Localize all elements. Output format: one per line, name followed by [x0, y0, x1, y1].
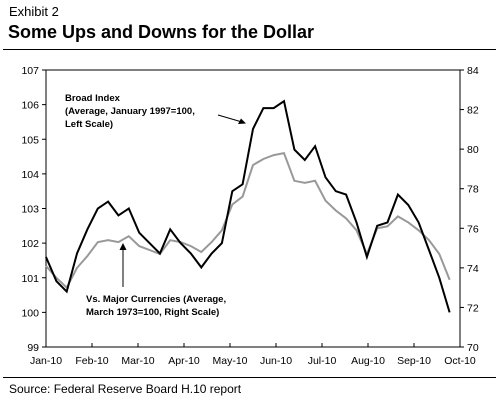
x-tick-label: Jul-10 — [308, 355, 337, 367]
right-tick-label: 72 — [467, 302, 479, 314]
annotation-major-arrowhead — [119, 243, 127, 250]
exhibit-label: Exhibit 2 — [9, 4, 59, 19]
left-axis: 99 100 101 102 103 104 105 106 107 — [21, 65, 46, 354]
x-tick-label: Sep-10 — [397, 355, 431, 367]
right-tick-label: 78 — [467, 184, 479, 196]
right-tick-label: 74 — [467, 263, 479, 275]
left-tick-label: 107 — [21, 65, 39, 77]
series-line-major-currencies — [45, 151, 451, 290]
right-axis: 70 72 74 76 78 80 82 84 — [460, 65, 479, 354]
left-tick-label: 102 — [21, 238, 39, 250]
x-tick-label: Jun-10 — [260, 355, 292, 367]
annotation-major-line-1: Vs. Major Currencies (Average, — [86, 294, 226, 305]
x-tick-label: Feb-10 — [75, 355, 108, 367]
x-axis: Jan-10 Feb-10 Mar-10 Apr-10 May-10 Jun-10 Jul-… — [30, 343, 476, 367]
left-tick-label: 101 — [21, 273, 39, 285]
annotation-broad-index-line-1: Broad Index — [65, 93, 121, 104]
left-tick-label: 105 — [21, 134, 39, 146]
x-tick-label: Jan-10 — [30, 355, 62, 367]
left-tick-label: 104 — [21, 169, 39, 181]
annotation-broad-index-line-2: (Average, January 1997=100, — [65, 106, 195, 117]
annotation-broad-index-arrowhead — [238, 118, 246, 124]
x-tick-label: Mar-10 — [121, 355, 154, 367]
annotation-broad-index: Broad Index (Average, January 1997=100, … — [65, 93, 246, 130]
x-tick-label: May-10 — [212, 355, 247, 367]
left-tick-label: 103 — [21, 204, 39, 216]
annotation-major-line-2: March 1973=100, Right Scale) — [86, 307, 219, 318]
x-tick-label: Aug-10 — [351, 355, 385, 367]
right-tick-label: 70 — [467, 342, 479, 354]
chart-title: Some Ups and Downs for the Dollar — [8, 22, 315, 42]
annotation-broad-index-arrow-line — [217, 114, 243, 123]
left-tick-label: 106 — [21, 100, 39, 112]
right-tick-label: 84 — [467, 65, 479, 77]
annotation-broad-index-line-3: Left Scale) — [65, 119, 113, 130]
x-tick-label: Apr-10 — [168, 355, 200, 367]
x-tick-label: Oct-10 — [444, 355, 476, 367]
bottom-divider — [3, 377, 496, 378]
right-tick-label: 82 — [467, 105, 479, 117]
source-note: Source: Federal Reserve Board H.10 repor… — [9, 382, 242, 396]
left-tick-label: 99 — [27, 342, 39, 354]
annotation-major-currencies: Vs. Major Currencies (Average, March 197… — [86, 243, 226, 318]
right-tick-label: 80 — [467, 144, 479, 156]
top-divider — [3, 49, 496, 50]
series-line-broad-index — [45, 99, 451, 313]
right-tick-label: 76 — [467, 223, 479, 235]
left-tick-label: 100 — [21, 307, 39, 319]
